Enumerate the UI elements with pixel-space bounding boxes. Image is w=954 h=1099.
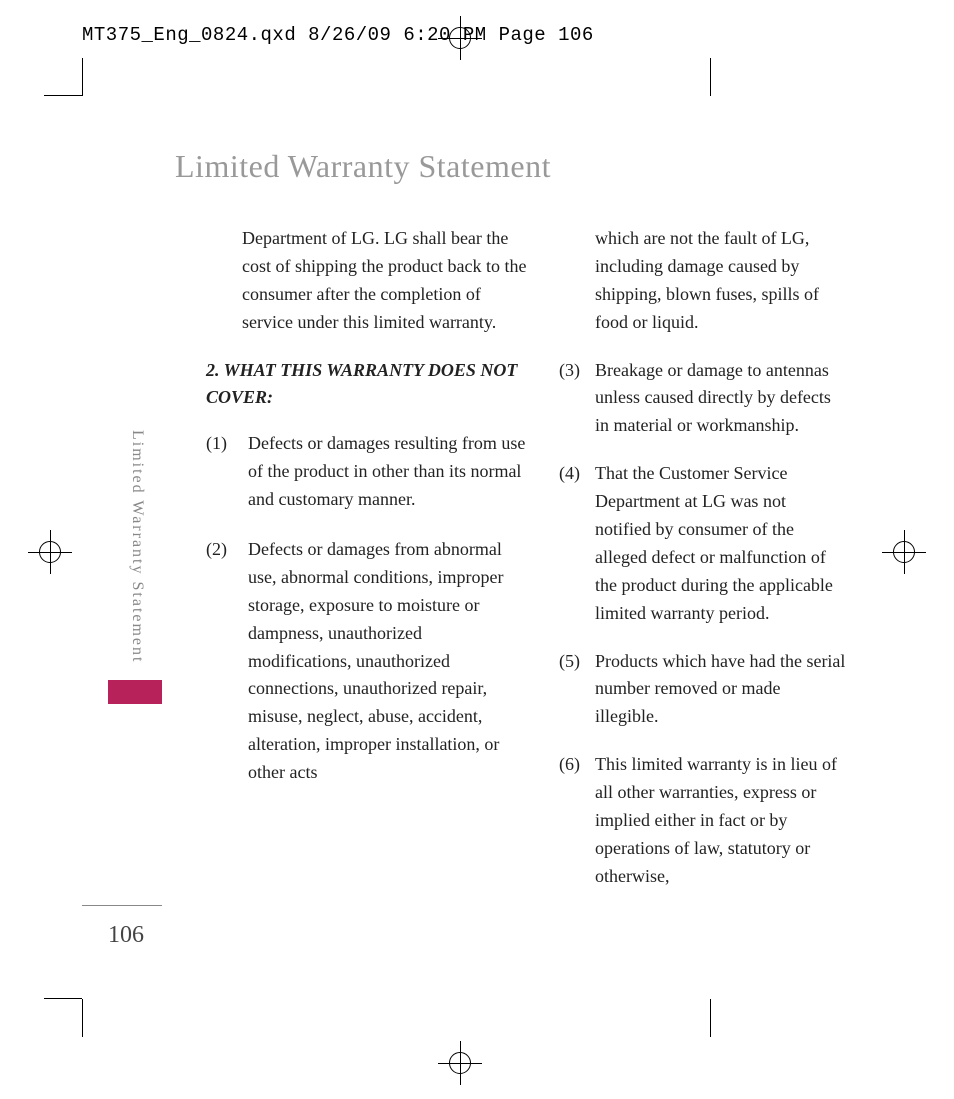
list-text: This limited warranty is in lieu of all …: [595, 751, 846, 890]
corner-mark: [82, 58, 83, 96]
list-number: (6): [559, 751, 595, 890]
intro-paragraph: Department of LG. LG shall bear the cost…: [206, 225, 529, 337]
continuation-text: which are not the fault of LG, including…: [559, 225, 846, 337]
registration-circle-right: [893, 541, 915, 563]
corner-mark: [710, 999, 711, 1037]
page-title: Limited Warranty Statement: [175, 148, 551, 185]
list-item: (6) This limited warranty is in lieu of …: [559, 751, 846, 890]
list-text: Products which have had the serial numbe…: [595, 648, 846, 732]
sidebar-section-label: Limited Warranty Statement: [128, 430, 146, 663]
left-column: Department of LG. LG shall bear the cost…: [206, 225, 529, 911]
list-item: (2) Defects or damages from abnormal use…: [206, 536, 529, 787]
list-number: (3): [559, 357, 595, 441]
sidebar-divider: [82, 905, 162, 906]
list-number: (4): [559, 460, 595, 627]
content-area: Department of LG. LG shall bear the cost…: [206, 225, 846, 911]
list-item: (3) Breakage or damage to antennas unles…: [559, 357, 846, 441]
crop-circle-top: [449, 27, 471, 49]
corner-mark: [710, 58, 711, 96]
list-item: (5) Products which have had the serial n…: [559, 648, 846, 732]
page-number: 106: [108, 922, 144, 949]
file-header: MT375_Eng_0824.qxd 8/26/09 6:20 PM Page …: [82, 24, 594, 46]
section-heading: 2. WHAT THIS WARRANTY DOES NOT COVER:: [206, 357, 529, 413]
corner-mark: [44, 998, 82, 999]
list-text: Breakage or damage to antennas unless ca…: [595, 357, 846, 441]
list-text: Defects or damages from abnormal use, ab…: [248, 536, 529, 787]
corner-mark: [82, 999, 83, 1037]
list-item: (4) That the Customer Service Department…: [559, 460, 846, 627]
list-number: (2): [206, 536, 248, 787]
list-text: Defects or damages resulting from use of…: [248, 430, 529, 514]
list-number: (1): [206, 430, 248, 514]
registration-circle-left: [39, 541, 61, 563]
list-number: (5): [559, 648, 595, 732]
list-text: That the Customer Service Department at …: [595, 460, 846, 627]
sidebar-accent-bar: [108, 680, 162, 704]
right-column: which are not the fault of LG, including…: [559, 225, 846, 911]
corner-mark: [44, 95, 82, 96]
crop-circle-bottom: [449, 1052, 471, 1074]
list-item: (1) Defects or damages resulting from us…: [206, 430, 529, 514]
